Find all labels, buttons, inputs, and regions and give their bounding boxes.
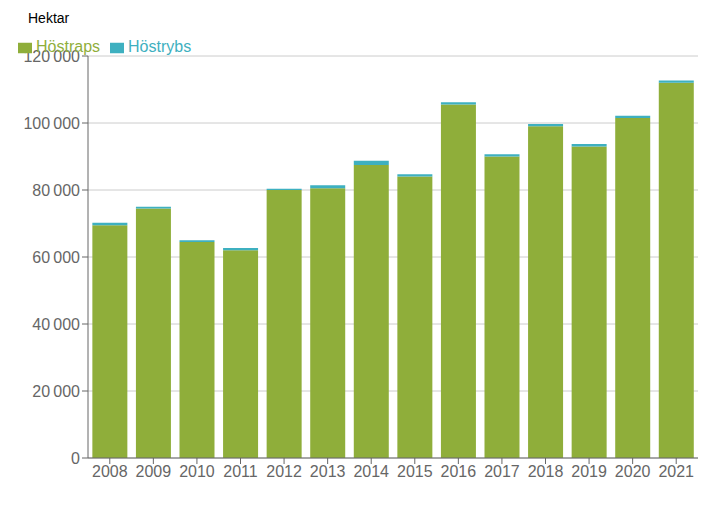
- svg-text:2016: 2016: [441, 463, 477, 480]
- svg-text:2019: 2019: [571, 463, 607, 480]
- svg-text:120 000: 120 000: [23, 48, 80, 65]
- svg-text:2017: 2017: [484, 463, 520, 480]
- svg-text:0: 0: [71, 450, 80, 467]
- svg-text:2012: 2012: [266, 463, 302, 480]
- svg-text:2010: 2010: [179, 463, 215, 480]
- svg-text:2020: 2020: [615, 463, 651, 480]
- svg-text:40 000: 40 000: [32, 316, 80, 333]
- svg-text:2008: 2008: [92, 463, 128, 480]
- svg-text:2013: 2013: [310, 463, 346, 480]
- svg-text:2015: 2015: [397, 463, 433, 480]
- svg-text:2021: 2021: [658, 463, 694, 480]
- svg-text:20 000: 20 000: [32, 383, 80, 400]
- svg-text:2009: 2009: [136, 463, 172, 480]
- svg-text:2018: 2018: [528, 463, 564, 480]
- svg-text:2011: 2011: [223, 463, 258, 480]
- svg-text:2014: 2014: [353, 463, 389, 480]
- svg-text:60 000: 60 000: [32, 249, 80, 266]
- svg-text:80 000: 80 000: [32, 182, 80, 199]
- svg-text:100 000: 100 000: [23, 115, 80, 132]
